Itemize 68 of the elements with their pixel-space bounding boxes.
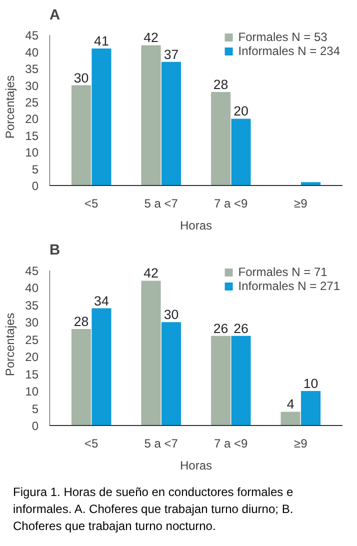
data-label: 37 [164, 46, 179, 62]
y-tick-label: 0 [32, 419, 39, 433]
y-tick-label: 10 [25, 384, 39, 399]
y-tick-label: 20 [25, 112, 39, 126]
x-axis-title: Horas [180, 218, 212, 232]
x-tick-label: ≥9 [294, 436, 308, 450]
y-tick-label: 0 [32, 179, 39, 193]
data-label: 42 [144, 266, 158, 281]
y-axis-title: Porcentajes [3, 75, 18, 139]
y-tick-label: 15 [25, 128, 39, 143]
bar [300, 391, 321, 426]
bar [141, 45, 161, 186]
y-tick-label: 15 [25, 367, 39, 382]
y-tick-label: 45 [25, 264, 39, 278]
y-tick-label: 25 [25, 332, 39, 347]
data-label: 28 [213, 76, 228, 92]
data-label: 28 [74, 314, 89, 329]
bar [231, 336, 251, 426]
bar [141, 280, 161, 426]
legend-label: Informales N = 234 [238, 44, 340, 58]
legend-label: Formales N = 53 [238, 30, 328, 44]
data-label: 20 [234, 104, 248, 119]
y-tick-label: 45 [25, 28, 39, 43]
bar [92, 308, 112, 426]
chart-title: B [50, 242, 60, 258]
bar [211, 92, 231, 186]
x-tick-label: ≥9 [294, 196, 308, 210]
bar [231, 118, 251, 186]
bar [300, 182, 321, 186]
data-label: 26 [234, 320, 248, 336]
y-tick-label: 30 [25, 316, 39, 330]
y-tick-label: 35 [25, 298, 39, 312]
y-tick-label: 40 [25, 281, 39, 296]
y-tick-label: 40 [25, 45, 39, 60]
bar [280, 412, 300, 426]
x-tick-label: 5 a <7 [144, 436, 178, 450]
data-label: 10 [303, 376, 318, 392]
x-tick-label: 7 a <9 [214, 436, 248, 450]
x-axis-title: Horas [180, 458, 212, 472]
text: Figura 1. Horas de sueño en conductores formales e informales. A. Choferes que trabajan turno diurno; B. Choferes que trabajan turno nocturno. [12, 484, 294, 536]
bar [161, 322, 181, 426]
data-label: 34 [94, 293, 110, 308]
bar [161, 62, 181, 186]
data-label: 30 [164, 307, 179, 322]
data-label: 30 [74, 70, 89, 86]
data-label: 41 [94, 34, 109, 49]
y-axis-title: Porcentajes [3, 312, 18, 376]
legend-label: Informales N = 271 [238, 279, 340, 293]
x-tick-label: 7 a <9 [214, 196, 248, 210]
x-tick-label: 5 a <7 [144, 196, 178, 210]
x-tick-label: <5 [84, 436, 99, 450]
data-label: 26 [213, 320, 228, 336]
y-tick-label: 30 [25, 78, 39, 93]
data-label: 42 [144, 30, 158, 46]
y-tick-label: 5 [32, 402, 39, 416]
y-tick-label: 5 [32, 162, 39, 176]
y-tick-label: 20 [25, 350, 39, 364]
bar [71, 328, 92, 426]
y-tick-label: 25 [25, 95, 39, 110]
x-tick-label: <5 [84, 196, 99, 210]
legend-label: Formales N = 71 [238, 265, 328, 279]
data-label: 4 [286, 396, 295, 412]
bar [71, 85, 92, 186]
bar [211, 336, 231, 426]
y-tick-label: 10 [25, 146, 39, 160]
y-tick-label: 35 [25, 62, 39, 76]
bar [92, 48, 112, 186]
chart-title: A [50, 8, 60, 24]
